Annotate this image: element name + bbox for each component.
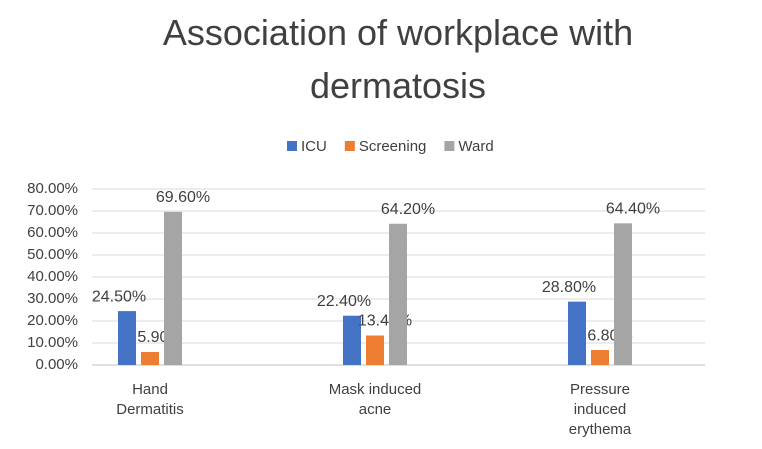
bar	[591, 350, 609, 365]
bar	[614, 223, 632, 365]
y-tick-label: 40.00%	[27, 268, 78, 285]
legend-label: Screening	[359, 138, 427, 155]
bar	[366, 335, 384, 365]
bar	[164, 211, 182, 365]
x-tick-label: Hand Dermatitis	[116, 381, 184, 418]
bar	[343, 315, 361, 365]
legend-swatch	[344, 141, 355, 151]
data-label: 69.60%	[156, 189, 210, 206]
y-tick-label: 30.00%	[27, 290, 78, 307]
data-label: 28.80%	[542, 279, 596, 296]
y-tick-label: 80.00%	[27, 180, 78, 197]
x-tick-label: Mask induced acne	[328, 381, 422, 418]
y-tick-label: 10.00%	[27, 334, 78, 351]
bar	[389, 223, 407, 365]
data-label: 64.20%	[381, 201, 435, 218]
chart-title: Association of workplace with dermatosis	[163, 12, 633, 106]
legend-swatch	[444, 141, 455, 151]
data-label: 64.40%	[606, 201, 660, 218]
x-tick-label: Pressure induced erythema	[568, 381, 632, 438]
data-label: 22.40%	[317, 293, 371, 310]
bar	[141, 352, 159, 365]
bar	[118, 311, 136, 365]
legend-label: Ward	[458, 138, 493, 155]
y-tick-label: 0.00%	[35, 356, 78, 373]
bar	[568, 301, 586, 365]
y-tick-label: 60.00%	[27, 224, 78, 241]
y-tick-label: 20.00%	[27, 312, 78, 329]
y-tick-label: 50.00%	[27, 246, 78, 263]
y-tick-label: 70.00%	[27, 202, 78, 219]
legend-label: ICU	[301, 138, 327, 155]
data-label: 24.50%	[92, 288, 146, 305]
legend-swatch	[287, 141, 297, 151]
